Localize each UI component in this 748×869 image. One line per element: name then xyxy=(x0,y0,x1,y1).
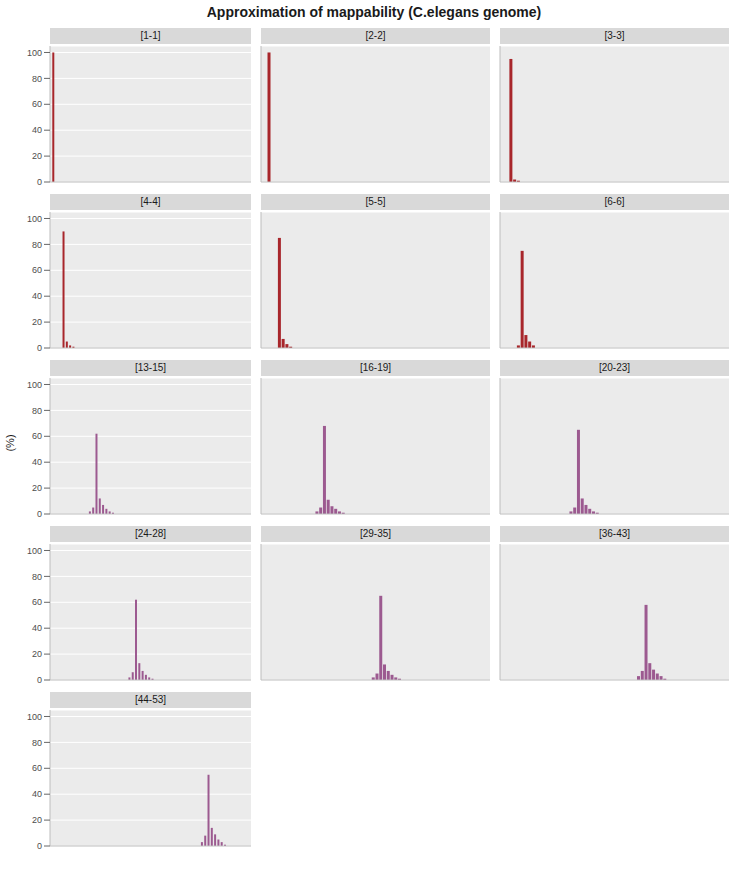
svg-text:60: 60 xyxy=(32,763,42,773)
svg-text:20: 20 xyxy=(32,317,42,327)
svg-text:40: 40 xyxy=(32,291,42,301)
svg-text:60: 60 xyxy=(32,597,42,607)
svg-text:20: 20 xyxy=(32,483,42,493)
svg-text:0: 0 xyxy=(37,509,42,519)
svg-text:40: 40 xyxy=(32,457,42,467)
svg-text:40: 40 xyxy=(32,623,42,633)
html-text:[44-53]: [44-53] xyxy=(134,694,167,705)
svg-text:100: 100 xyxy=(27,712,42,722)
svg-text:80: 80 xyxy=(32,74,42,84)
html-text:[6-6]: [6-6] xyxy=(604,196,625,207)
html-text:[24-28]: [24-28] xyxy=(134,528,167,539)
svg-text:80: 80 xyxy=(32,406,42,416)
html-text:[2-2]: [2-2] xyxy=(365,30,386,41)
svg-text:80: 80 xyxy=(32,572,42,582)
svg-text:20: 20 xyxy=(32,815,42,825)
svg-text:60: 60 xyxy=(32,265,42,275)
svg-text:100: 100 xyxy=(27,48,42,58)
html-text:[16-19]: [16-19] xyxy=(359,362,392,373)
svg-text:0: 0 xyxy=(37,343,42,353)
html-text:[29-35]: [29-35] xyxy=(359,528,392,539)
html-text:Approximation of mappability (: Approximation of mappability (C.elegans … xyxy=(206,4,542,20)
svg-text:0: 0 xyxy=(37,675,42,685)
svg-text:20: 20 xyxy=(32,151,42,161)
html-text:[13-15]: [13-15] xyxy=(134,362,167,373)
html-text:[5-5]: [5-5] xyxy=(365,196,386,207)
svg-text:80: 80 xyxy=(32,240,42,250)
svg-text:20: 20 xyxy=(32,649,42,659)
svg-text:40: 40 xyxy=(32,789,42,799)
svg-text:60: 60 xyxy=(32,99,42,109)
svg-text:80: 80 xyxy=(32,738,42,748)
html-text:[3-3]: [3-3] xyxy=(604,30,625,41)
svg-text:0: 0 xyxy=(37,841,42,851)
svg-text:40: 40 xyxy=(32,125,42,135)
html-text:[20-23]: [20-23] xyxy=(598,362,631,373)
svg-text:100: 100 xyxy=(27,214,42,224)
svg-text:60: 60 xyxy=(32,431,42,441)
html-text:[36-43]: [36-43] xyxy=(598,528,631,539)
svg-text:100: 100 xyxy=(27,380,42,390)
svg-text:100: 100 xyxy=(27,546,42,556)
html-text:[4-4]: [4-4] xyxy=(140,196,161,207)
html-text:[1-1]: [1-1] xyxy=(140,30,161,41)
svg-text:0: 0 xyxy=(37,177,42,187)
